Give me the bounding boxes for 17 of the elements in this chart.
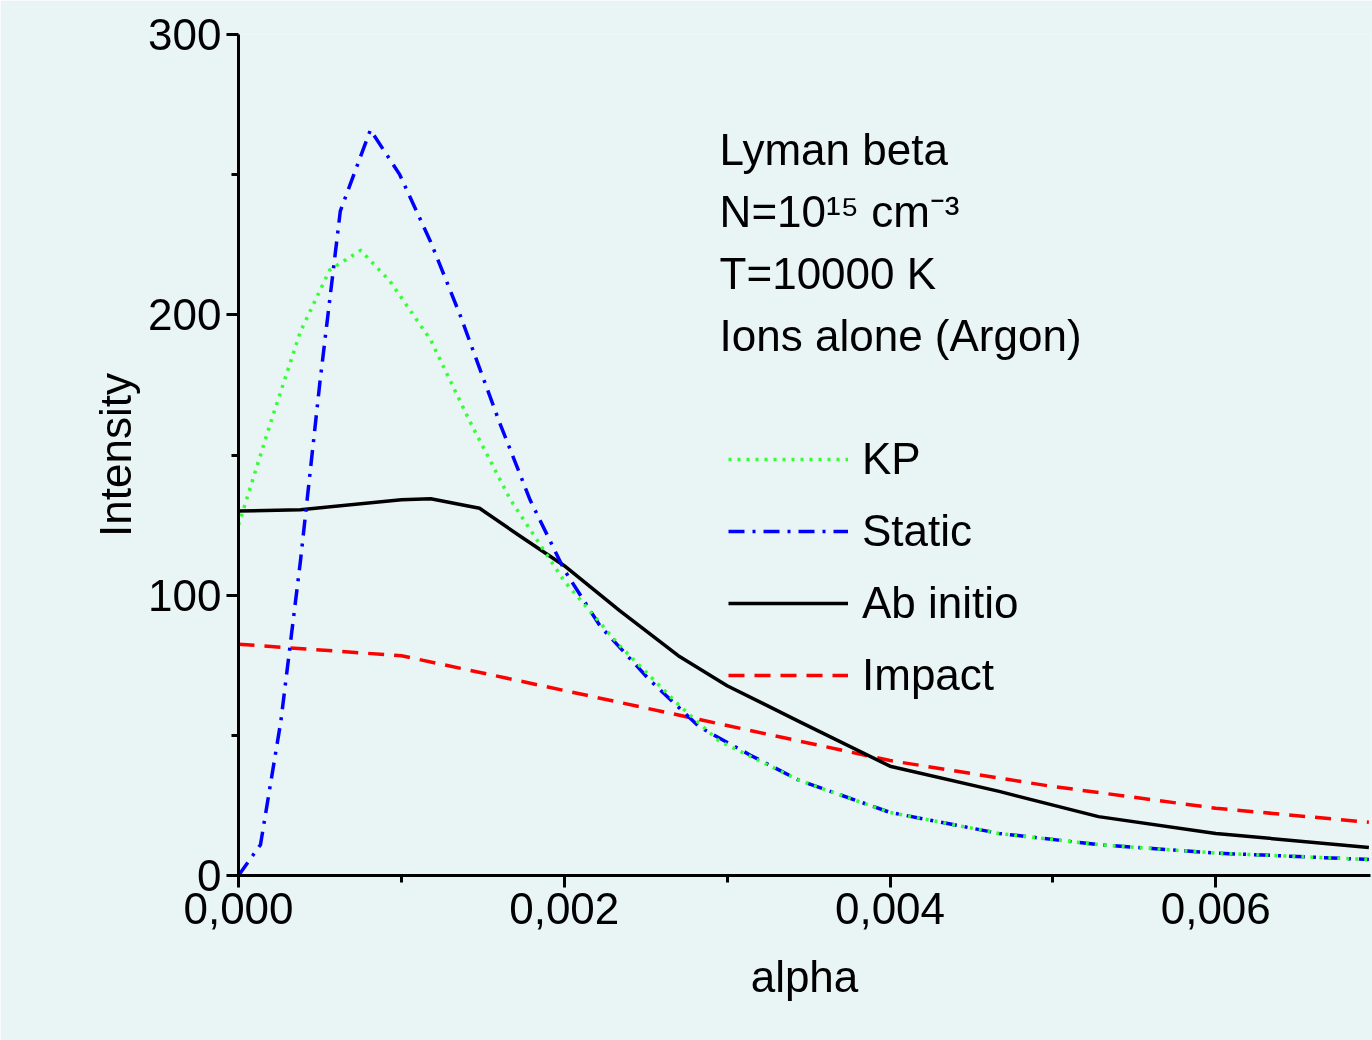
- y-tick-label: 300: [148, 10, 222, 59]
- x-tick-label: 0,004: [834, 883, 946, 933]
- legend-label: KP: [862, 434, 921, 484]
- legend-label: Static: [862, 506, 973, 556]
- legend-label: Ab initio: [862, 578, 1019, 628]
- x-tick-label: 0,006: [1160, 883, 1271, 933]
- annotation: N=10¹⁵ cm⁻³: [719, 187, 960, 237]
- annotation: Ions alone (Argon): [719, 310, 1082, 360]
- annotation: T=10000 K: [719, 248, 937, 298]
- y-tick-label: 100: [148, 570, 222, 620]
- y-axis-title: Intensity: [91, 373, 141, 537]
- annotation: Lyman beta: [719, 125, 949, 175]
- legend-label: Impact: [862, 650, 995, 700]
- x-tick-label: 0,002: [509, 883, 620, 933]
- y-tick-label: 200: [148, 290, 222, 340]
- x-axis-title: alpha: [750, 951, 859, 1001]
- line-series: [238, 642, 1371, 824]
